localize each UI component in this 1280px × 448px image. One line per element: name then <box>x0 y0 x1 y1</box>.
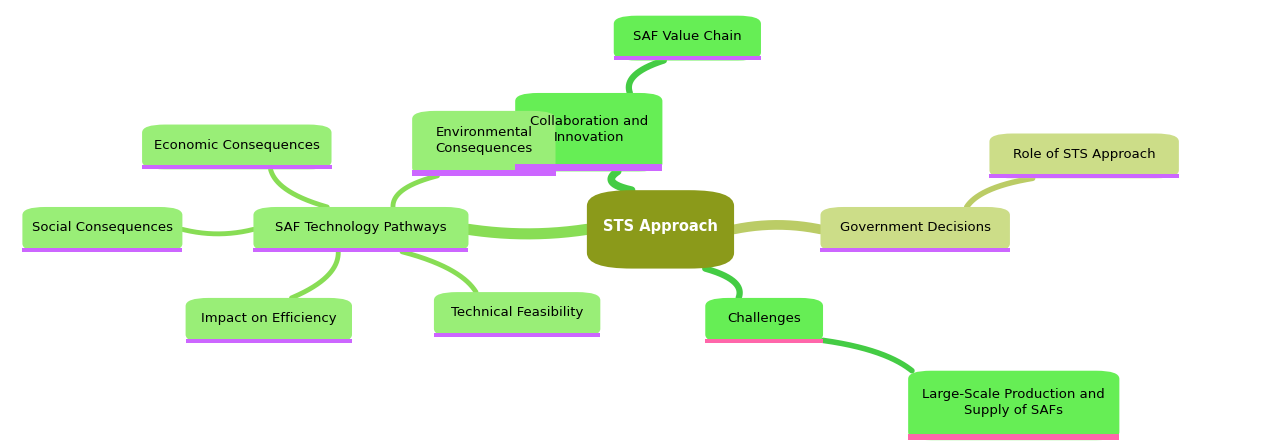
FancyBboxPatch shape <box>989 134 1179 178</box>
FancyBboxPatch shape <box>142 125 332 169</box>
Bar <box>412 170 556 176</box>
Text: Economic Consequences: Economic Consequences <box>154 138 320 152</box>
FancyBboxPatch shape <box>614 16 760 60</box>
FancyBboxPatch shape <box>705 298 823 343</box>
Bar <box>705 339 823 343</box>
Bar <box>186 339 352 343</box>
FancyBboxPatch shape <box>412 111 556 176</box>
FancyBboxPatch shape <box>820 207 1010 252</box>
Bar <box>516 164 663 172</box>
FancyBboxPatch shape <box>516 93 663 172</box>
Bar <box>23 248 183 252</box>
Bar <box>820 248 1010 252</box>
FancyBboxPatch shape <box>253 207 468 252</box>
Text: Large-Scale Production and
Supply of SAFs: Large-Scale Production and Supply of SAF… <box>923 388 1105 417</box>
FancyBboxPatch shape <box>23 207 183 252</box>
Text: Government Decisions: Government Decisions <box>840 221 991 234</box>
Bar <box>142 165 332 169</box>
Text: Social Consequences: Social Consequences <box>32 221 173 234</box>
Text: Collaboration and
Innovation: Collaboration and Innovation <box>530 115 648 143</box>
FancyBboxPatch shape <box>186 298 352 343</box>
Text: Environmental
Consequences: Environmental Consequences <box>435 126 532 155</box>
Text: Impact on Efficiency: Impact on Efficiency <box>201 312 337 325</box>
Bar <box>989 174 1179 178</box>
Text: Challenges: Challenges <box>727 312 801 325</box>
Bar <box>253 248 468 252</box>
Bar <box>614 56 760 60</box>
Bar <box>909 434 1120 440</box>
Text: Technical Feasibility: Technical Feasibility <box>451 306 584 319</box>
FancyBboxPatch shape <box>434 292 600 337</box>
FancyBboxPatch shape <box>909 371 1120 440</box>
Bar <box>434 333 600 337</box>
Text: STS Approach: STS Approach <box>603 219 718 234</box>
FancyBboxPatch shape <box>586 190 735 269</box>
Text: SAF Value Chain: SAF Value Chain <box>634 30 741 43</box>
Text: SAF Technology Pathways: SAF Technology Pathways <box>275 221 447 234</box>
Text: Role of STS Approach: Role of STS Approach <box>1012 147 1156 161</box>
